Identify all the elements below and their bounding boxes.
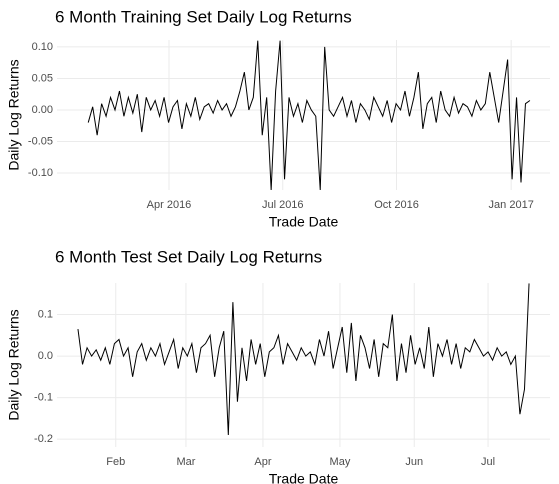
x-tick-label: Feb xyxy=(106,456,125,468)
data-line xyxy=(77,283,530,435)
y-tick-label: -0.05 xyxy=(28,135,53,147)
x-axis-title: Trade Date xyxy=(269,471,339,484)
y-axis-title: Daily Log Returns xyxy=(6,309,22,420)
chart-title: 6 Month Test Set Daily Log Returns xyxy=(55,247,322,266)
y-tick-label: -0.2 xyxy=(34,433,53,445)
x-tick-label: Mar xyxy=(176,456,195,468)
y-axis-title: Daily Log Returns xyxy=(6,59,22,170)
y-tick-label: 0.00 xyxy=(32,104,53,116)
data-line xyxy=(87,40,531,191)
y-tick-label: 0.10 xyxy=(32,41,53,53)
x-axis-title: Trade Date xyxy=(269,214,339,230)
x-tick-label: May xyxy=(330,456,351,468)
x-tick-label: Jun xyxy=(405,456,423,468)
x-tick-label: Oct 2016 xyxy=(374,199,419,211)
y-tick-label: 0.1 xyxy=(38,308,53,320)
x-tick-label: Apr 2016 xyxy=(147,199,192,211)
y-tick-label: 0.05 xyxy=(32,72,53,84)
y-tick-label: -0.1 xyxy=(34,391,53,403)
y-tick-label: -0.10 xyxy=(28,167,53,179)
x-tick-label: Jul 2016 xyxy=(262,199,304,211)
chart-title: 6 Month Training Set Daily Log Returns xyxy=(55,7,352,26)
x-tick-label: Jan 2017 xyxy=(489,199,534,211)
x-tick-label: Jul xyxy=(481,456,495,468)
x-tick-label: Apr xyxy=(254,456,271,468)
y-tick-label: 0.0 xyxy=(38,350,53,362)
